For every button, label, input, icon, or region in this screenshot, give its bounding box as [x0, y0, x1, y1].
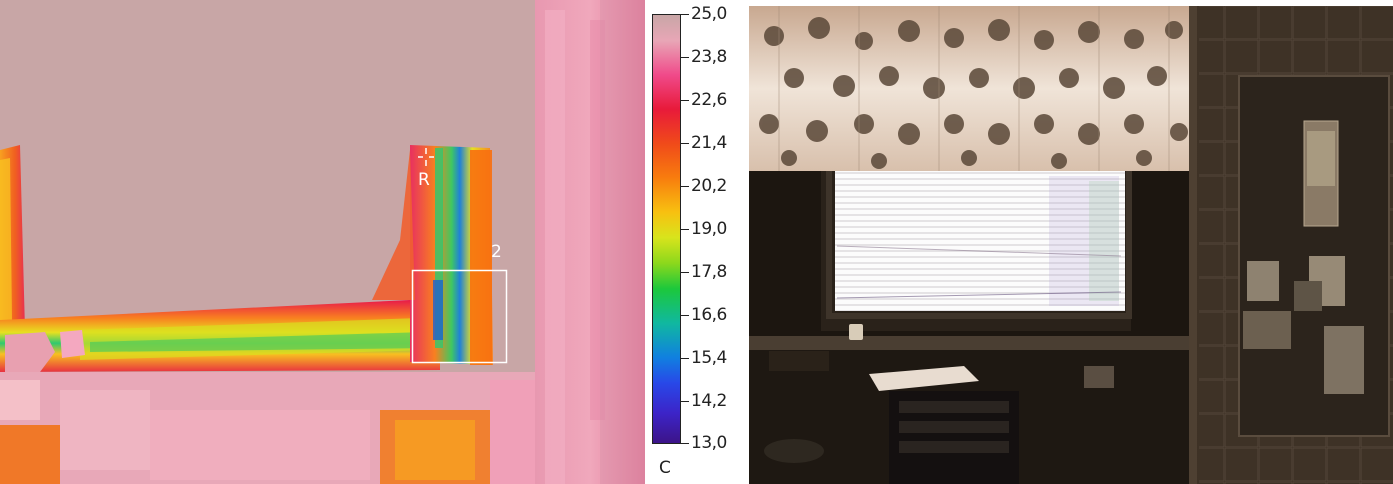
scale-tick: [681, 358, 689, 359]
wall-socket: [1084, 366, 1114, 388]
temperature-scale: 25,0 23,8 22,6 21,4 20,2 19,0 17,8 16,6 …: [645, 0, 745, 484]
scale-tick: [681, 401, 689, 402]
crosshair-icon: [418, 148, 434, 166]
room-photo: [749, 6, 1393, 484]
scale-tick-label: 20,2: [691, 176, 727, 196]
scale-tick-label: 25,0: [691, 4, 727, 24]
scale-tick: [681, 186, 689, 187]
scale-tick: [681, 272, 689, 273]
scale-tick-label: 21,4: [691, 133, 727, 153]
scale-tick-label: 15,4: [691, 348, 727, 368]
scale-tick-label: 22,6: [691, 90, 727, 110]
box-marker-label: 2: [491, 242, 502, 262]
scale-tick: [681, 315, 689, 316]
window-sill: [749, 336, 1189, 350]
scale-tick-label: 13,0: [691, 433, 727, 453]
paper-stack: [869, 366, 979, 391]
window-blinds: [835, 171, 1125, 311]
scale-tick: [681, 100, 689, 101]
wall-pipe: [1189, 6, 1197, 484]
thermal-image: R 2: [0, 0, 645, 484]
scale-tick-label: 16,6: [691, 305, 727, 325]
scale-tick: [681, 143, 689, 144]
curtain-pattern: [759, 17, 1188, 169]
scale-tick-label: 14,2: [691, 391, 727, 411]
cup: [849, 324, 863, 340]
measurement-box: [411, 269, 508, 364]
color-gradient-bar: [652, 14, 681, 444]
scale-tick: [681, 443, 689, 444]
scale-tick: [681, 229, 689, 230]
scale-tick: [681, 14, 689, 15]
scale-tick-label: 17,8: [691, 262, 727, 282]
scale-tick-label: 23,8: [691, 47, 727, 67]
note-paper: [1247, 261, 1279, 301]
scale-unit-label: C: [659, 458, 671, 478]
thermal-scene: [0, 0, 645, 484]
spot-marker-label: R: [418, 170, 430, 190]
note-paper: [1324, 326, 1364, 394]
room-scene: [749, 6, 1393, 484]
scale-tick: [681, 57, 689, 58]
note-paper: [1243, 311, 1291, 349]
scale-tick-label: 19,0: [691, 219, 727, 239]
